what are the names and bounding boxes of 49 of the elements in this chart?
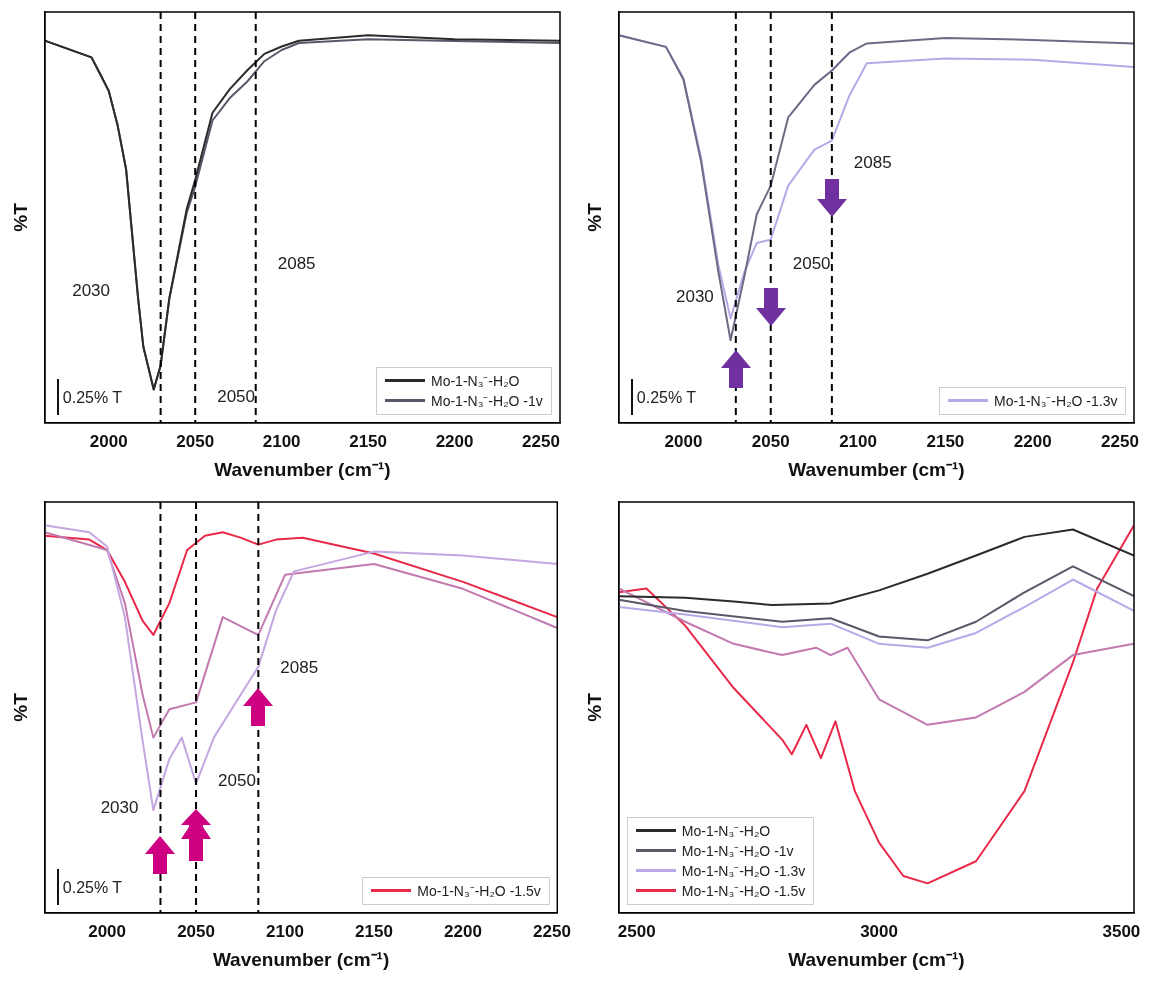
ref-line-label: 2030 [72,280,111,300]
y-axis-title: %T [9,202,31,232]
x-tick-label: 2200 [444,921,482,941]
x-tick-label: 2250 [1101,431,1139,451]
x-axis-title: Wavenumber (cm⁻¹) [214,458,391,480]
legend-label: Mo-1-N₃⁻-H₂O -1.3v [994,392,1118,411]
ref-line-label: 2050 [217,387,256,407]
x-tick-label: 2150 [349,431,388,451]
x-tick-label: 2000 [664,431,703,451]
y-axis-title: %T [9,692,31,722]
legend-label: Mo-1-N₃⁻-H₂O [431,372,520,391]
legend-label: Mo-1-N₃⁻-H₂O -1.5v [681,882,806,901]
x-tick-label: 2100 [266,921,304,941]
x-tick-label: 2250 [533,921,571,941]
ref-line-label: 2030 [675,286,714,306]
legend-label: Mo-1-N₃⁻-H₂O -1.5v [417,882,541,901]
ref-line-label: 2050 [792,253,831,273]
annotation: 0.25% T [62,878,123,897]
legend-label: Mo-1-N₃⁻-H₂O -1v [681,842,794,861]
x-axis-title: Wavenumber (cm⁻¹) [788,948,965,970]
ref-line-label: 2085 [277,253,316,273]
x-tick-label: 2000 [89,431,128,451]
x-tick-label: 2100 [839,431,877,451]
ref-line-label: 2085 [853,152,892,172]
x-tick-label: 2100 [262,431,301,451]
x-tick-label: 3500 [1102,921,1141,941]
y-axis-title: %T [583,692,605,722]
x-tick-label: 2050 [177,921,215,941]
ref-line-label: 2050 [218,770,256,790]
legend-label: Mo-1-N₃⁻-H₂O -1v [431,392,543,411]
y-axis-title: %T [583,202,605,232]
annotation: 0.25% T [62,388,123,407]
annotation: 0.25% T [636,388,697,407]
x-tick-label: 2500 [617,921,656,941]
x-tick-label: 2000 [88,921,126,941]
ref-line-label: 2030 [100,797,139,817]
x-tick-label: 3000 [860,921,898,941]
x-tick-label: 2150 [355,921,393,941]
x-tick-label: 2250 [522,431,560,451]
x-axis-title: Wavenumber (cm⁻¹) [788,458,965,480]
ref-line-label: 2085 [280,658,319,678]
legend-label: Mo-1-N₃⁻-H₂O [681,822,771,841]
x-tick-label: 2200 [435,431,474,451]
x-tick-label: 2150 [926,431,965,451]
x-tick-label: 2200 [1013,431,1052,451]
x-axis-title: Wavenumber (cm⁻¹) [212,948,390,970]
x-tick-label: 2050 [176,431,215,451]
x-tick-label: 2050 [751,431,790,451]
legend-label: Mo-1-N₃⁻-H₂O -1.3v [681,862,806,881]
